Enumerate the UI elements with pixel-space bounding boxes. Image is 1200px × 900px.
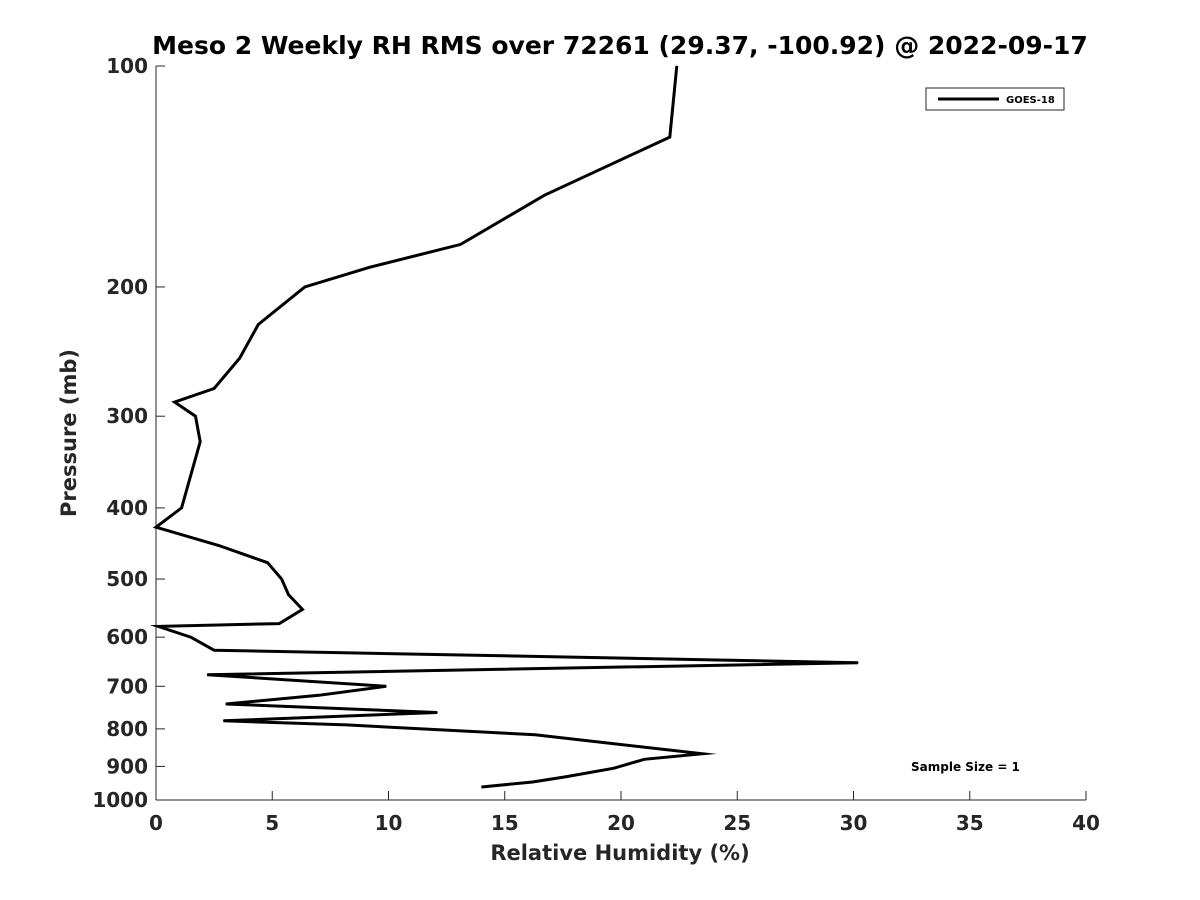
y-axis-label: Pressure (mb) — [57, 349, 81, 517]
data-point — [257, 324, 259, 325]
y-tick-label: 700 — [106, 674, 148, 698]
x-tick-label: 20 — [607, 811, 635, 835]
y-tick-label: 900 — [106, 754, 148, 778]
data-point — [213, 649, 215, 651]
y-tick-label: 400 — [106, 496, 148, 520]
y-tick-label: 800 — [106, 717, 148, 741]
data-point — [532, 781, 534, 783]
data-point — [267, 562, 269, 564]
series-group — [149, 65, 859, 789]
data-point — [436, 712, 438, 713]
data-point — [222, 720, 224, 722]
x-tick-label: 30 — [840, 811, 868, 835]
x-tick-label: 35 — [956, 811, 984, 835]
series-line-goes-18 — [149, 65, 859, 789]
data-point — [206, 674, 208, 676]
y-tick-label: 100 — [106, 54, 148, 78]
data-point — [199, 441, 201, 443]
y-tick-label: 1000 — [92, 788, 148, 812]
data-point — [278, 623, 280, 625]
data-point — [481, 786, 482, 788]
data-point — [564, 776, 566, 778]
data-point — [460, 243, 462, 245]
data-point — [225, 703, 227, 705]
y-axis: 100 200 300 400 500 600 700 800 900 1000 — [92, 54, 165, 812]
data-point — [318, 694, 320, 696]
x-tick-label: 0 — [149, 811, 163, 835]
x-tick-label: 15 — [491, 811, 519, 835]
data-point — [543, 194, 545, 196]
data-point — [534, 734, 536, 736]
legend-label-goes-18: GOES-18 — [1006, 95, 1055, 106]
legend: GOES-18 — [925, 87, 1065, 111]
data-point — [174, 401, 176, 403]
x-tick-label: 5 — [265, 811, 279, 835]
data-point — [190, 636, 192, 638]
x-tick-label: 40 — [1072, 811, 1100, 835]
chart-title: Meso 2 Weekly RH RMS over 72261 (29.37, … — [152, 31, 1088, 60]
data-point — [288, 594, 289, 596]
data-point — [213, 388, 215, 389]
data-point — [669, 136, 671, 138]
x-axis: 0 5 10 15 20 25 30 35 40 — [149, 791, 1100, 835]
x-tick-label: 10 — [375, 811, 403, 835]
y-tick-label: 200 — [106, 275, 148, 299]
data-point — [218, 545, 220, 546]
data-point — [857, 662, 859, 664]
data-point — [613, 767, 615, 769]
data-point — [369, 266, 371, 268]
y-tick-label: 300 — [106, 404, 148, 428]
data-point — [304, 286, 306, 288]
data-point — [181, 507, 183, 509]
data-point — [302, 608, 303, 610]
y-tick-label: 500 — [106, 567, 148, 591]
sample-size-annotation: Sample Size = 1 — [911, 760, 1020, 774]
data-point — [195, 415, 196, 417]
data-point — [346, 724, 348, 726]
data-point — [643, 758, 645, 760]
data-point — [385, 685, 387, 687]
data-point — [701, 753, 703, 755]
x-tick-label: 25 — [723, 811, 751, 835]
data-point — [157, 625, 159, 627]
data-point — [239, 357, 241, 359]
x-axis-label: Relative Humidity (%) — [490, 841, 749, 865]
data-point — [155, 526, 157, 528]
data-point — [281, 578, 283, 580]
plot-area — [155, 66, 1086, 801]
data-point — [676, 65, 678, 67]
y-tick-label: 600 — [106, 625, 148, 649]
